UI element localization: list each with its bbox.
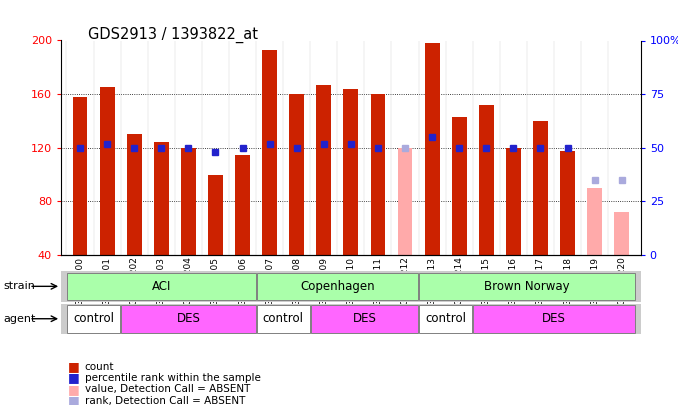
Text: ACI: ACI [152, 280, 171, 293]
Bar [100, 87, 115, 255]
Text: Brown Norway: Brown Norway [484, 280, 570, 293]
Text: DES: DES [542, 312, 566, 326]
Bar [73, 97, 87, 255]
Bar [533, 121, 548, 255]
Text: rank, Detection Call = ABSENT: rank, Detection Call = ABSENT [85, 396, 245, 405]
Bar [67, 305, 120, 333]
Bar [370, 94, 385, 255]
Bar [127, 134, 142, 255]
Bar [587, 188, 602, 255]
Text: count: count [85, 362, 115, 371]
Bar [121, 305, 256, 333]
Bar [256, 305, 310, 333]
Text: control: control [262, 312, 304, 326]
Text: ■: ■ [68, 383, 79, 396]
Bar [256, 273, 418, 300]
Bar [473, 305, 635, 333]
Bar [506, 148, 521, 255]
Text: Copenhagen: Copenhagen [300, 280, 375, 293]
Bar [262, 50, 277, 255]
Text: percentile rank within the sample: percentile rank within the sample [85, 373, 260, 383]
Bar [397, 148, 412, 255]
Text: value, Detection Call = ABSENT: value, Detection Call = ABSENT [85, 384, 250, 394]
Bar [154, 143, 169, 255]
Text: DES: DES [353, 312, 376, 326]
Text: agent: agent [3, 314, 36, 324]
Bar [317, 85, 332, 255]
Text: DES: DES [176, 312, 200, 326]
Bar [208, 175, 223, 255]
Bar [419, 273, 635, 300]
Text: ■: ■ [68, 371, 79, 384]
Bar [560, 151, 575, 255]
Text: control: control [73, 312, 114, 326]
Bar [424, 43, 439, 255]
Bar [614, 212, 629, 255]
Bar [311, 305, 418, 333]
Text: GDS2913 / 1393822_at: GDS2913 / 1393822_at [88, 26, 258, 43]
Text: control: control [425, 312, 466, 326]
Text: ■: ■ [68, 394, 79, 405]
Bar [181, 148, 196, 255]
Bar [67, 273, 256, 300]
Bar [344, 89, 358, 255]
Bar [452, 117, 466, 255]
Bar [419, 305, 472, 333]
Bar [479, 105, 494, 255]
Text: ■: ■ [68, 360, 79, 373]
Text: strain: strain [3, 281, 35, 291]
Bar [290, 94, 304, 255]
Bar [235, 155, 250, 255]
